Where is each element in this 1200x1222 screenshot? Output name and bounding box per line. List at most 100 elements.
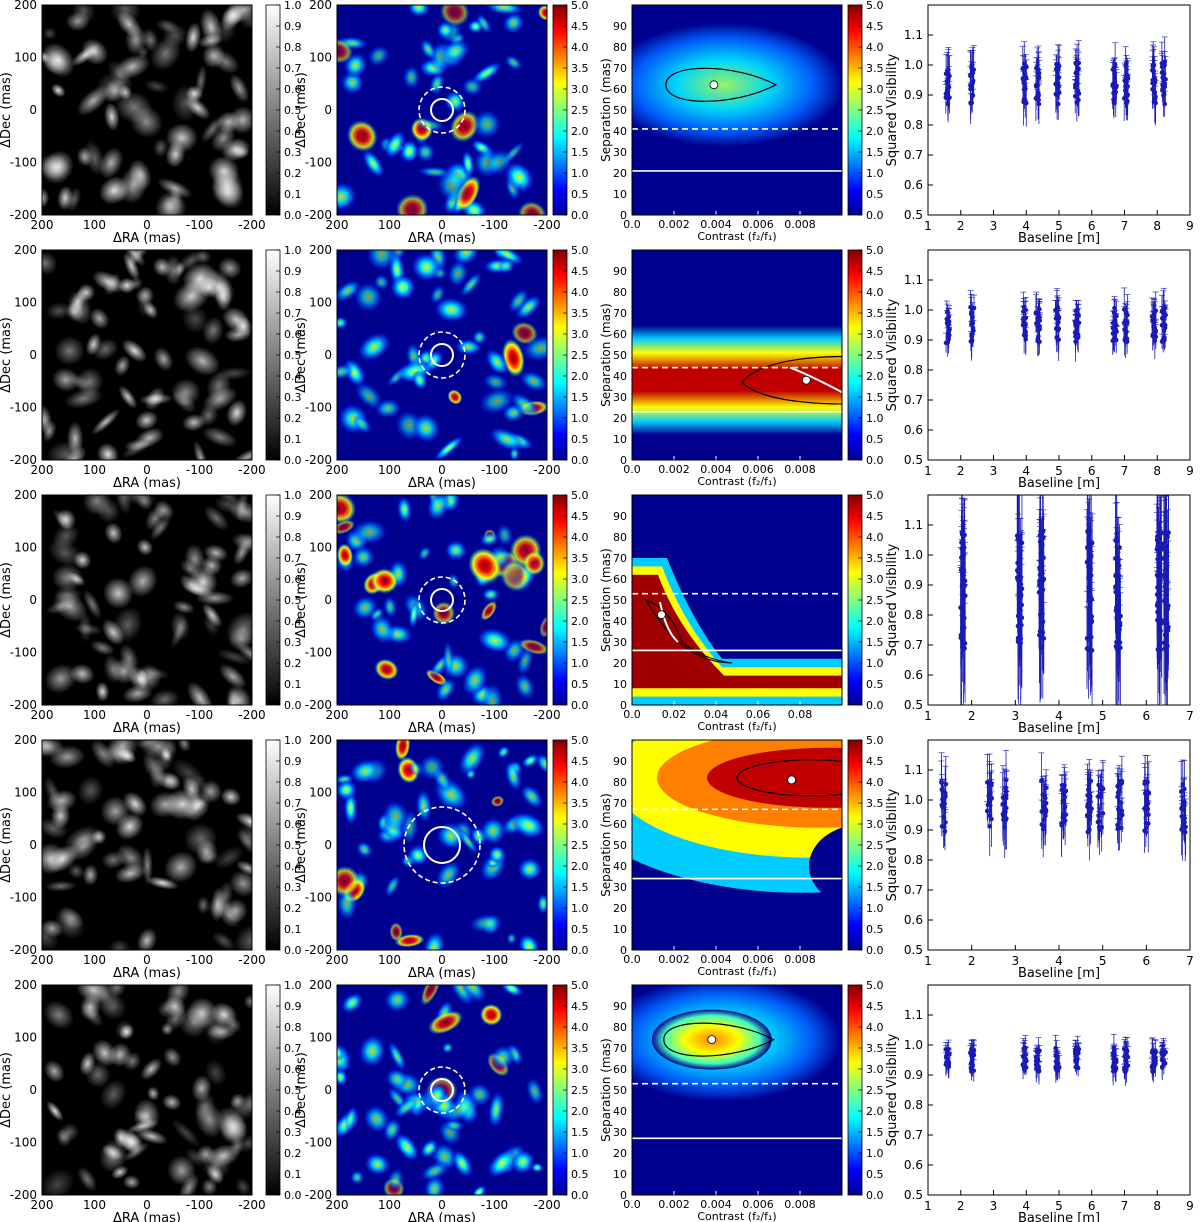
x-tick-label: 3 [1012, 709, 1020, 723]
colorbar-tick-label: 0.0 [284, 944, 302, 957]
image-blob [208, 155, 240, 187]
y-tick-label: 0 [29, 838, 37, 852]
image-blob [91, 829, 107, 845]
image-blob [433, 296, 470, 323]
colorbar-tick-label: 0.5 [866, 678, 884, 691]
colorbar-tick-label: 0.2 [284, 657, 302, 670]
x-tick-label: 4 [1055, 709, 1063, 723]
image-blob [42, 420, 57, 442]
y-tick-label: 90 [613, 510, 627, 523]
data-point [968, 82, 973, 88]
colorbar-tick-label: 3.0 [866, 573, 884, 586]
x-tick-label: 4 [1022, 464, 1030, 478]
x-tick-label: 9 [1186, 219, 1194, 233]
likelihood-region [632, 22, 842, 147]
y-tick-label: 0.9 [904, 823, 923, 837]
image-blob [181, 305, 209, 334]
image-blob [433, 435, 465, 460]
data-point [1087, 814, 1093, 820]
data-point [1155, 543, 1160, 549]
x-tick-label: 3 [990, 1199, 998, 1213]
x-tick-label: 8 [1153, 219, 1161, 233]
data-point [941, 814, 946, 820]
image-blob [468, 913, 504, 933]
image-blob [172, 600, 195, 614]
data-point [985, 802, 991, 808]
x-tick-label: 8 [1153, 464, 1161, 478]
data-point [1040, 826, 1046, 832]
data-point [1125, 73, 1130, 79]
colorbar-tick-label: 0.5 [571, 923, 589, 936]
image-blob [156, 18, 179, 34]
image-blob [487, 1090, 505, 1129]
data-point [939, 787, 945, 792]
image-blob [482, 372, 509, 392]
y-tick-label: -100 [10, 156, 37, 170]
image-blob [420, 985, 441, 1006]
image-blob [111, 1165, 129, 1180]
data-point [1153, 330, 1158, 335]
colorbar-tick-label: 0.6 [284, 818, 302, 831]
colorbar-tick-label: 0.1 [284, 188, 302, 201]
data-point [1021, 1067, 1027, 1072]
colorbar-tick-label: 0.4 [284, 370, 302, 383]
data-point [1162, 337, 1167, 343]
colorbar-tick-label: 0.0 [571, 944, 589, 957]
image-blob [503, 161, 535, 194]
image-blob [389, 922, 403, 942]
panel-contrast-separation: 0.0 0.02 0.04 0.06 0.08 90 80 70 60 50 40 30 20 10 0 Co… [599, 489, 884, 733]
image-blob [370, 568, 399, 594]
image-blob [236, 642, 252, 665]
image-blob [447, 259, 469, 288]
image-blob [44, 880, 78, 892]
colorbar-tick-label: 4.5 [866, 510, 884, 523]
data-point [1023, 322, 1028, 328]
colorbar-tick-label: 0.5 [284, 104, 302, 117]
image-blob [128, 277, 144, 291]
plot-area [337, 5, 547, 215]
y-tick-label: -100 [305, 891, 332, 905]
image-blob [157, 178, 193, 199]
y-axis-label: Squared Visibility [885, 53, 900, 166]
colorbar-tick-label: 0.9 [284, 20, 302, 33]
image-blob [181, 581, 213, 597]
image-blob [384, 874, 401, 898]
data-point [1162, 1061, 1168, 1066]
data-point [1015, 533, 1021, 538]
image-blob [516, 646, 534, 676]
image-blob [58, 1122, 80, 1143]
image-blob [504, 761, 522, 792]
image-blob [337, 779, 358, 801]
data-point [1150, 1049, 1156, 1055]
y-tick-label: -200 [10, 1188, 37, 1202]
image-blob [137, 46, 149, 60]
data-point [1160, 75, 1165, 80]
y-tick-label: 1.1 [904, 1008, 923, 1022]
colorbar-tick-label: 0.7 [284, 1042, 302, 1055]
best-fit-point [801, 375, 811, 385]
image-blob [206, 897, 232, 919]
x-tick-label: 6 [1088, 219, 1096, 233]
colorbar-tick-label: 3.5 [866, 552, 884, 565]
data-point [960, 600, 966, 605]
image-blob [203, 505, 229, 531]
y-tick-label: 90 [613, 1000, 627, 1013]
image-blob [104, 522, 123, 544]
data-point [1116, 557, 1122, 562]
colorbar-tick-label: 1.0 [866, 657, 884, 670]
x-tick-label: 0.008 [784, 1198, 816, 1211]
colorbar-tick-label: 2.0 [866, 370, 884, 383]
image-blob [201, 1178, 218, 1195]
y-axis-label: Squared Visibility [885, 298, 900, 411]
image-blob [481, 587, 501, 602]
y-axis-label: ΔDec (mas) [0, 1052, 14, 1128]
x-tick-label: 1 [924, 709, 932, 723]
colorbar-tick-label: 1.0 [284, 979, 302, 992]
image-blob [490, 795, 505, 807]
panel-contrast-separation: 0.0 0.002 0.004 0.006 0.008 90 80 70 60 50 40 30 20 1… [599, 0, 884, 243]
colorbar-tick-label: 2.5 [571, 104, 589, 117]
x-tick-label: 6 [1088, 464, 1096, 478]
